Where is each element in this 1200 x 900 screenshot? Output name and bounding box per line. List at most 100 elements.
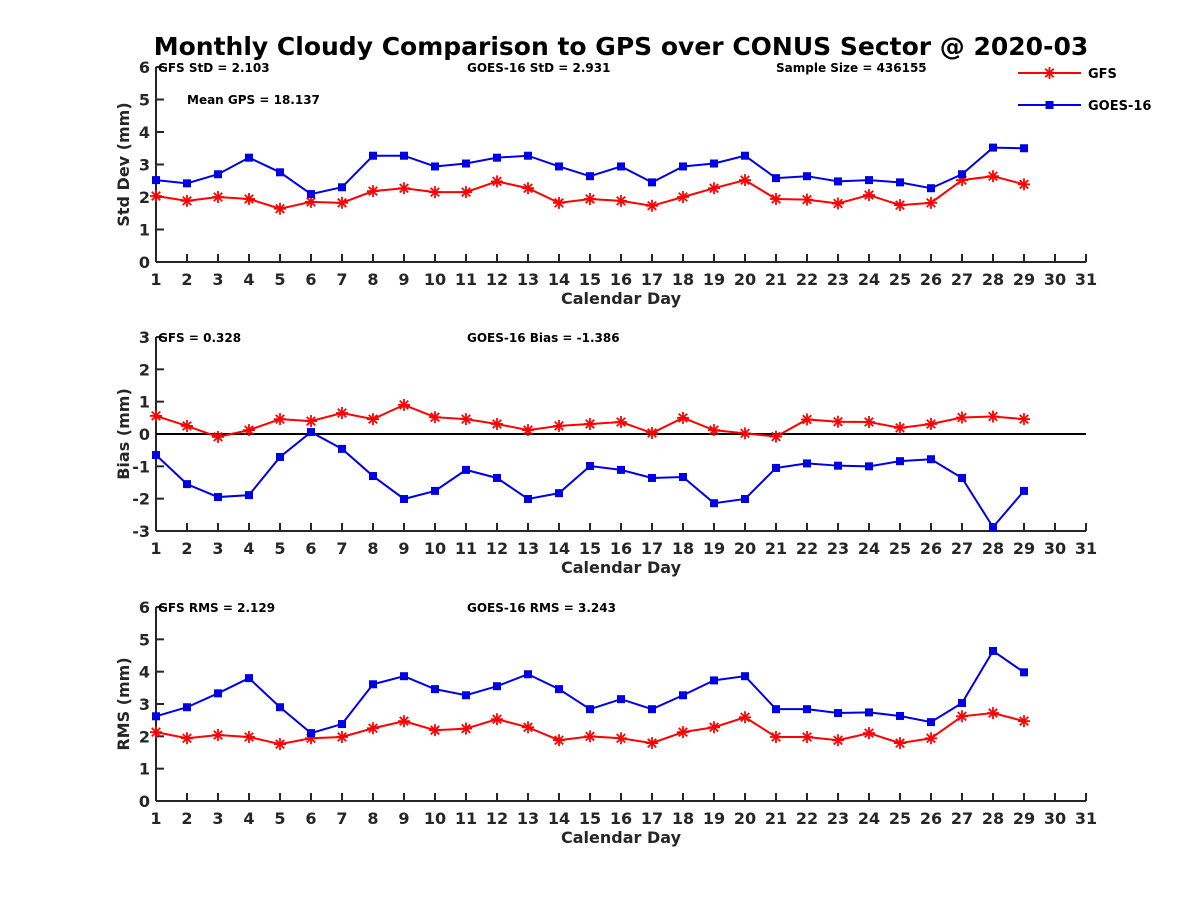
data-point xyxy=(958,170,966,179)
data-point xyxy=(491,175,503,188)
x-tick-label: 6 xyxy=(305,809,316,828)
y-tick-label: 0 xyxy=(139,792,150,811)
x-tick-label: 9 xyxy=(398,809,409,828)
data-point xyxy=(369,151,377,160)
x-tick-label: 29 xyxy=(1013,539,1035,558)
data-point xyxy=(677,726,689,739)
data-point xyxy=(336,196,348,209)
data-point xyxy=(367,722,379,735)
data-point xyxy=(431,162,439,171)
data-point xyxy=(834,709,842,718)
x-tick-label: 31 xyxy=(1075,539,1097,558)
data-point xyxy=(927,455,935,464)
data-point xyxy=(276,452,284,461)
data-point xyxy=(708,424,720,437)
data-point xyxy=(150,409,162,422)
data-point xyxy=(152,712,160,721)
x-tick-label: 10 xyxy=(424,809,446,828)
data-point xyxy=(336,406,348,419)
data-point xyxy=(524,670,532,679)
data-point xyxy=(429,186,441,199)
series-goes16 xyxy=(152,646,1028,738)
x-tick-label: 24 xyxy=(858,539,880,558)
data-point xyxy=(803,172,811,181)
x-tick-label: 28 xyxy=(982,270,1004,289)
data-point xyxy=(617,695,625,704)
y-tick-label: 1 xyxy=(139,221,150,240)
legend: GFS GOES-16 xyxy=(1018,67,1151,114)
data-point xyxy=(493,682,501,691)
data-point xyxy=(1018,715,1030,728)
series-line xyxy=(155,146,1025,196)
stat-annotation: Mean GPS = 18.137 xyxy=(187,93,320,107)
data-point xyxy=(553,734,565,747)
x-tick-label: 3 xyxy=(212,270,223,289)
legend-label-goes16: GOES-16 xyxy=(1088,99,1151,114)
data-point xyxy=(615,732,627,745)
data-point xyxy=(865,462,873,471)
x-tick-label: 2 xyxy=(181,270,192,289)
x-tick-label: 22 xyxy=(796,809,818,828)
data-point xyxy=(896,178,904,187)
data-point xyxy=(431,486,439,495)
data-point xyxy=(617,162,625,171)
series-goes16 xyxy=(152,143,1028,199)
x-tick-label: 16 xyxy=(610,270,632,289)
data-point xyxy=(555,685,563,694)
data-point xyxy=(648,473,656,482)
data-point xyxy=(989,523,997,532)
y-tick-label: 4 xyxy=(139,663,150,682)
data-point xyxy=(586,705,594,714)
data-point xyxy=(803,705,811,714)
x-tick-label: 14 xyxy=(548,270,570,289)
data-point xyxy=(863,189,875,202)
data-point xyxy=(524,151,532,160)
x-tick-label: 24 xyxy=(858,270,880,289)
data-point xyxy=(152,176,160,185)
x-tick-label: 1 xyxy=(150,270,161,289)
data-point xyxy=(586,172,594,181)
x-tick-label: 13 xyxy=(517,809,539,828)
y-tick-label: 2 xyxy=(139,360,150,379)
x-tick-label: 20 xyxy=(734,270,756,289)
x-tick-label: 12 xyxy=(486,270,508,289)
x-axis-label: Calendar Day xyxy=(561,289,682,308)
x-tick-label: 7 xyxy=(336,809,347,828)
data-point xyxy=(338,183,346,192)
data-point xyxy=(927,718,935,727)
x-tick-label: 2 xyxy=(181,539,192,558)
data-point xyxy=(801,193,813,206)
data-point xyxy=(181,194,193,207)
data-point xyxy=(212,191,224,203)
data-point xyxy=(1018,178,1030,191)
y-tick-label: 5 xyxy=(139,91,150,110)
x-tick-label: 5 xyxy=(274,539,285,558)
x-tick-label: 29 xyxy=(1013,809,1035,828)
x-tick-label: 9 xyxy=(398,270,409,289)
y-tick-label: 4 xyxy=(139,123,150,142)
y-tick-label: 5 xyxy=(139,630,150,649)
data-point xyxy=(770,730,782,743)
x-tick-label: 20 xyxy=(734,809,756,828)
data-point xyxy=(181,419,193,432)
data-point xyxy=(431,685,439,694)
x-tick-label: 4 xyxy=(243,809,254,828)
data-point xyxy=(276,703,284,712)
data-point xyxy=(989,646,997,655)
data-point xyxy=(646,427,658,440)
data-point xyxy=(584,730,596,743)
data-point xyxy=(770,430,782,443)
x-tick-label: 30 xyxy=(1044,270,1066,289)
x-tick-label: 25 xyxy=(889,270,911,289)
data-point xyxy=(832,197,844,210)
x-tick-label: 7 xyxy=(336,539,347,558)
data-point xyxy=(741,151,749,160)
data-point xyxy=(708,721,720,734)
data-point xyxy=(648,178,656,187)
x-tick-label: 18 xyxy=(672,539,694,558)
x-tick-label: 10 xyxy=(424,270,446,289)
data-point xyxy=(274,413,286,426)
x-tick-label: 3 xyxy=(212,809,223,828)
data-point xyxy=(1020,144,1028,153)
